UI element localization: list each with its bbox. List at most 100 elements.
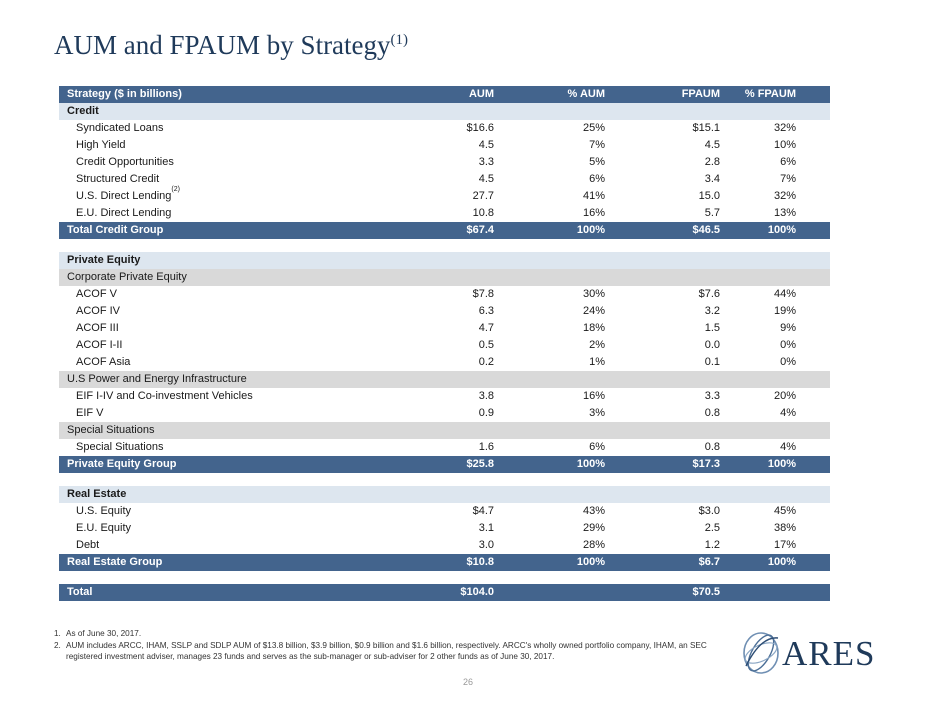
table-row: Structured Credit 4.5 6% 3.4 7% [59, 171, 830, 188]
row-pct-aum: 16% [582, 390, 605, 402]
row-aum: $4.7 [472, 505, 494, 517]
header-aum: AUM [341, 86, 496, 103]
ares-logo: ARES [740, 626, 890, 680]
row-name: High Yield [76, 139, 126, 151]
total-fpaum: $46.5 [609, 222, 724, 239]
logo-text: ARES [782, 634, 876, 673]
table-row: ACOF V $7.8 30% $7.6 44% [59, 286, 830, 303]
spacer-row [59, 473, 830, 486]
row-pct-aum: 28% [582, 539, 605, 551]
title-footnote-marker: (1) [390, 32, 409, 48]
table-row: E.U. Direct Lending 10.8 16% 5.7 13% [59, 205, 830, 222]
total-aum: $67.4 [341, 222, 496, 239]
row-aum: 3.0 [478, 539, 494, 551]
row-pct-fpaum: 6% [780, 156, 796, 168]
row-fpaum: 4.5 [704, 139, 720, 151]
row-fpaum: 2.8 [704, 156, 720, 168]
row-pct-aum: 43% [582, 505, 605, 517]
total-fpaum: $17.3 [609, 456, 724, 473]
row-pct-fpaum: 10% [773, 139, 796, 151]
table-row: Credit Opportunities 3.3 5% 2.8 6% [59, 154, 830, 171]
row-fpaum: $7.6 [698, 288, 720, 300]
row-name: EIF I-IV and Co-investment Vehicles [76, 390, 253, 402]
ares-logo-globe-icon [743, 632, 779, 674]
row-name: Structured Credit [76, 173, 160, 185]
row-name-with-footnote: U.S. Direct Lending(2) [59, 186, 341, 205]
row-pct-aum: 6% [589, 173, 605, 185]
row-name: ACOF III [76, 322, 119, 334]
footnote-2: 2. AUM includes ARCC, IHAM, SSLP and SDL… [54, 640, 714, 663]
subsection-label: Special Situations [59, 422, 830, 439]
row-pct-aum: 41% [582, 190, 605, 202]
row-pct-aum: 30% [582, 288, 605, 300]
row-pct-fpaum: 44% [773, 288, 796, 300]
row-pct-aum: 18% [582, 322, 605, 334]
row-fpaum: 15.0 [698, 190, 720, 202]
row-name: ACOF I-II [76, 339, 123, 351]
row-pct-fpaum: 20% [773, 390, 796, 402]
table-row: ACOF III 4.7 18% 1.5 9% [59, 320, 830, 337]
row-pct-fpaum: 4% [780, 407, 796, 419]
row-name: Syndicated Loans [76, 122, 164, 134]
table-row: Debt 3.0 28% 1.2 17% [59, 537, 830, 554]
section-label: Private Equity [59, 252, 830, 269]
row-fpaum: 0.8 [704, 441, 720, 453]
row-aum: 3.8 [478, 390, 494, 402]
row-name: ACOF V [76, 288, 117, 300]
row-fpaum: 3.4 [704, 173, 720, 185]
row-name: E.U. Equity [76, 522, 132, 534]
row-fpaum: 0.1 [704, 356, 720, 368]
section-row-real-estate: Real Estate [59, 486, 830, 503]
table-header-row: Strategy ($ in billions) AUM % AUM FPAUM… [59, 86, 830, 103]
row-aum: 3.3 [478, 156, 494, 168]
footnote-1: 1. As of June 30, 2017. [54, 628, 714, 640]
table-row: ACOF IV 6.3 24% 3.2 19% [59, 303, 830, 320]
row-fpaum: 3.3 [704, 390, 720, 402]
total-pct-aum: 100% [496, 222, 609, 239]
total-aum: $10.8 [341, 554, 496, 571]
row-aum: 0.5 [478, 339, 494, 351]
row-pct-aum: 16% [582, 207, 605, 219]
row-aum: 4.5 [478, 173, 494, 185]
total-name: Private Equity Group [59, 456, 341, 473]
row-pct-aum: 24% [582, 305, 605, 317]
header-strategy: Strategy ($ in billions) [59, 86, 341, 103]
row-pct-fpaum: 32% [773, 122, 796, 134]
grand-total-pct-aum-empty [496, 584, 609, 601]
row-name: U.S. Direct Lending [76, 190, 172, 202]
row-pct-aum: 6% [589, 441, 605, 453]
header-pct-fpaum: % FPAUM [724, 86, 830, 103]
row-fpaum: 2.5 [704, 522, 720, 534]
row-fpaum: 0.8 [704, 407, 720, 419]
row-pct-fpaum: 19% [773, 305, 796, 317]
total-row-private-equity: Private Equity Group $25.8 100% $17.3 100% [59, 456, 830, 473]
footnote-number: 2. [54, 640, 61, 650]
total-row-credit: Total Credit Group $67.4 100% $46.5 100% [59, 222, 830, 239]
subsection-row-special-situations: Special Situations [59, 422, 830, 439]
row-pct-aum: 5% [589, 156, 605, 168]
row-aum: 4.7 [478, 322, 494, 334]
table-row: High Yield 4.5 7% 4.5 10% [59, 137, 830, 154]
table-row: Syndicated Loans $16.6 25% $15.1 32% [59, 120, 830, 137]
total-pct-fpaum: 100% [724, 456, 830, 473]
aum-fpaum-table: Strategy ($ in billions) AUM % AUM FPAUM… [59, 86, 830, 601]
row-pct-aum: 2% [589, 339, 605, 351]
section-label: Real Estate [59, 486, 830, 503]
header-pct-aum: % AUM [496, 86, 609, 103]
grand-total-aum: $104.0 [341, 584, 496, 601]
row-pct-fpaum: 9% [780, 322, 796, 334]
total-pct-aum: 100% [496, 456, 609, 473]
row-fpaum: $3.0 [698, 505, 720, 517]
row-pct-aum: 29% [582, 522, 605, 534]
row-aum: 0.9 [478, 407, 494, 419]
footnote-marker: (2) [171, 186, 180, 193]
header-fpaum: FPAUM [609, 86, 724, 103]
row-aum: $7.8 [472, 288, 494, 300]
table-row: EIF I-IV and Co-investment Vehicles 3.8 16… [59, 388, 830, 405]
row-name: Special Situations [76, 441, 164, 453]
row-name: ACOF IV [76, 305, 121, 317]
section-row-credit: Credit [59, 103, 830, 120]
row-aum: 1.6 [478, 441, 494, 453]
section-label: Credit [59, 103, 830, 120]
row-pct-aum: 25% [582, 122, 605, 134]
